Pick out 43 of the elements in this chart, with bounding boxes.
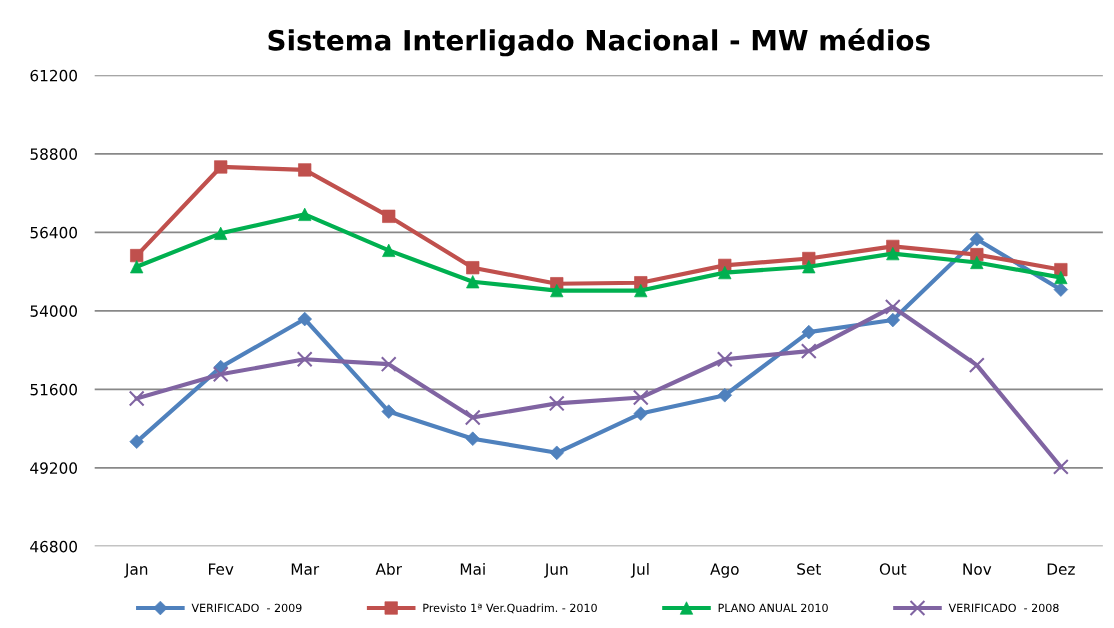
point xyxy=(212,366,229,383)
y-tick-label: 49200 xyxy=(30,462,78,474)
point xyxy=(632,389,649,406)
point xyxy=(296,351,313,368)
legend-label: VERIFICADO - 2009 xyxy=(191,603,302,613)
y-tick-label: 54000 xyxy=(30,305,78,317)
point xyxy=(214,160,228,174)
x-tick-label: Ago xyxy=(710,563,739,578)
y-tick-label: 61200 xyxy=(30,69,78,82)
x-tick-label: Set xyxy=(797,563,821,575)
point xyxy=(800,343,817,360)
x-tick-label: Nov xyxy=(963,563,992,575)
point xyxy=(884,298,901,315)
x-tick-label: Jan xyxy=(124,563,148,578)
x-tick-label: Jun xyxy=(544,563,568,578)
legend-label: VERIFICADO - 2008 xyxy=(948,603,1059,613)
point xyxy=(885,312,901,328)
point xyxy=(381,404,396,419)
legend-label: PLANO ANUAL 2010 xyxy=(718,603,828,613)
point xyxy=(548,395,565,412)
point xyxy=(1052,458,1069,475)
x-tick-label: Jul xyxy=(630,563,649,578)
x-tick-label: Abr xyxy=(375,563,402,575)
point xyxy=(297,311,312,327)
point xyxy=(716,351,733,368)
y-tick-label: 46800 xyxy=(30,540,78,553)
x-tick-label: Out xyxy=(879,563,907,575)
point xyxy=(382,209,396,223)
y-tick-label: 58800 xyxy=(30,148,78,160)
point xyxy=(380,356,397,373)
x-tick-label: Dez xyxy=(1047,563,1075,575)
point xyxy=(214,226,228,240)
x-tick-label: Fev xyxy=(209,563,234,575)
legend-label: Previsto 1ª Ver.Quadrim. - 2010 xyxy=(423,603,597,614)
y-tick-label: 51600 xyxy=(30,383,78,396)
y-tick-label: 56400 xyxy=(30,226,78,239)
x-tick-label: Mai xyxy=(460,563,485,575)
chart-title: Sistema Interligado Nacional - MW médios xyxy=(268,28,930,57)
point xyxy=(128,390,145,407)
point xyxy=(968,357,985,374)
point xyxy=(464,409,481,426)
point xyxy=(466,261,480,275)
x-tick-label: Mar xyxy=(291,563,320,575)
